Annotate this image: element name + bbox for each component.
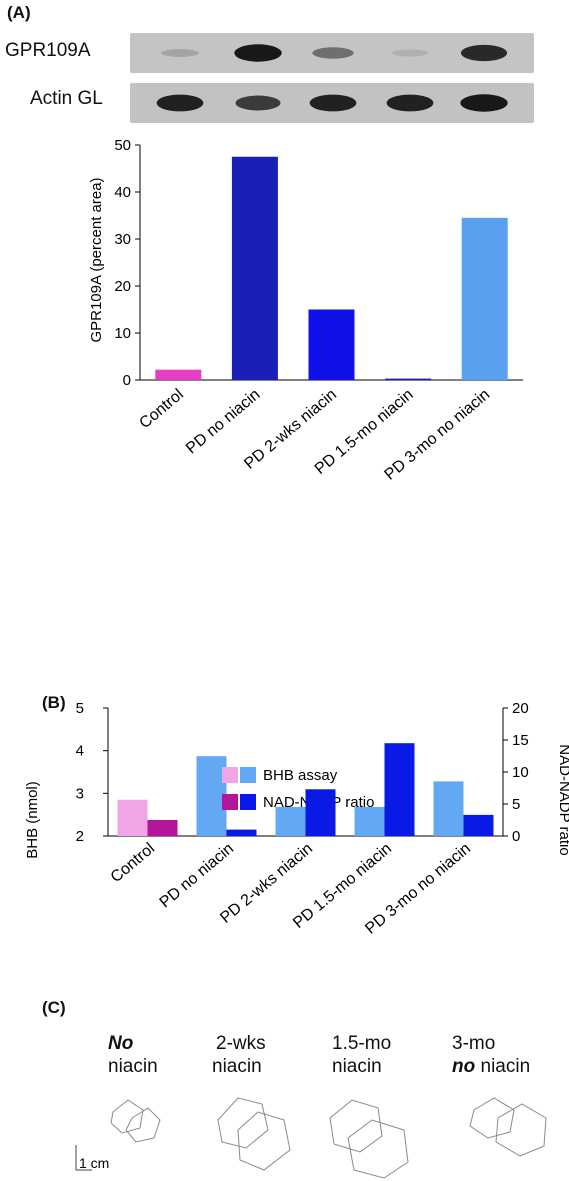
chart-b-ytick-label: 3 [76,785,84,802]
gait-title-bold: No [108,1033,134,1054]
chart-a-ytick-label: 40 [114,184,131,201]
panel-b-label: (B) [42,693,66,712]
chart-a-bar [461,217,508,380]
chart-b-ytick-label: 5 [76,700,84,717]
scale-bar [75,1145,92,1171]
chart-b-bar-bhb [275,806,306,836]
chart-a-ytick-label: 50 [114,137,131,154]
gait-trace-4a [469,1097,515,1139]
chart-b-y2tick-label: 5 [512,796,520,813]
chart-b-ylabel: BHB (nmol) [24,781,41,859]
chart-b-category-label: PD no niacin [157,840,237,911]
chart-b-y2tick-label: 15 [512,732,529,749]
chart-b-bhb-nad: BHB (nmol) NAD-NADP ratio BHB assay NAD-… [24,700,569,938]
blot-band [386,94,434,112]
gait-trace-3a [329,1099,383,1153]
gait-trace-2a [217,1097,269,1149]
chart-b-bar-bhb [196,756,227,836]
gait-traces: 1 cm [75,1097,547,1179]
chart-a-bar [385,378,432,380]
chart-a-gpr109a: GPR109A (percent area) 0 10 20 30 40 50 Contro… [88,137,523,484]
chart-b-bar-nad [463,814,494,836]
blot-band [312,47,354,59]
chart-a-category-label: PD no niacin [183,386,263,457]
chart-a-bar [308,309,355,380]
scale-label: 1 cm [79,1155,109,1171]
chart-a-bar [155,369,202,380]
chart-b-bar-bhb [117,799,148,836]
gait-title-1-5mo: 1.5-mo niacin [332,1033,392,1077]
chart-b-y2tick-label: 10 [512,764,529,781]
blot-bands [156,44,508,112]
chart-a-ytick-label: 0 [123,372,131,389]
chart-a-ytick-label: 20 [114,278,131,295]
chart-b-ytick-label: 4 [76,743,84,760]
blot-label-gpr109a: GPR109A [5,40,91,61]
legend-swatch [240,767,256,783]
blot-band [234,44,282,62]
chart-b-category-label: Control [108,840,158,886]
chart-b-bar-bhb [433,781,464,836]
panel-a-label: (A) [7,3,31,22]
chart-a-ylabel: GPR109A (percent area) [88,177,105,342]
chart-b-y2label: NAD-NADP ratio [556,744,569,855]
blot-band [161,49,199,57]
chart-a-ytick-label: 30 [114,231,131,248]
blot-band [391,49,429,57]
legend-swatch [240,794,256,810]
chart-b-bar-bhb [354,806,385,836]
chart-b-bar-nad [305,789,336,836]
blot-band [235,95,281,111]
chart-b-bar-nad [147,820,178,836]
gait-title-2wks: 2-wks niacin [212,1033,266,1077]
blot-label-actin: Actin GL [30,88,103,109]
gait-trace-1a [110,1099,144,1134]
blot-band [460,44,508,62]
gait-trace-3b [347,1119,409,1179]
chart-b-bar-nad [384,743,415,836]
chart-a-bar [231,156,278,380]
gait-trace-1b [125,1107,161,1143]
chart-a-category-label: Control [136,386,186,432]
chart-a-ytick-label: 10 [114,325,131,342]
blot-band [460,94,508,112]
chart-b-bar-nad [226,829,257,836]
panel-c-label: (C) [42,998,66,1017]
gait-title-3mo: 3-mo no niacin [452,1033,531,1077]
gait-trace-4b [495,1103,547,1157]
gait-trace-2b [237,1111,291,1171]
legend-label-bhb: BHB assay [263,767,338,784]
blot-band [156,94,204,112]
chart-b-y2tick-label: 20 [512,700,529,717]
legend-swatch [222,767,238,783]
blot-band [309,94,357,112]
gait-title-no-niacin: No niacin [108,1033,158,1077]
chart-b-y2tick-label: 0 [512,828,520,845]
chart-b-ytick-label: 2 [76,828,84,845]
legend-swatch [222,794,238,810]
